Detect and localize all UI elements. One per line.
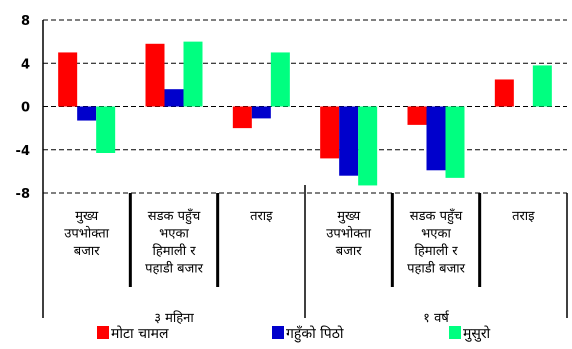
group-label: १ वर्ष: [423, 310, 450, 326]
legend: मोटा चामल गहुँको पिठो मुसुरो: [97, 325, 491, 343]
legend-label: मुसुरो: [463, 325, 491, 342]
gridlines: [43, 19, 567, 194]
category-label: सडक पहुँच: [148, 208, 201, 225]
category-label: उपभोक्ता: [64, 226, 109, 242]
bar: [339, 106, 359, 176]
legend-swatch: [97, 326, 109, 339]
legend-label: मोटा चामल: [111, 325, 169, 342]
legend-label: गहुँको पिठो: [286, 325, 344, 343]
category-label: उपभोक्ता: [326, 226, 371, 242]
category-label: पहाडी बजार: [407, 261, 466, 277]
category-label: बजार: [74, 244, 100, 259]
y-tick-label: -4: [16, 144, 30, 159]
legend-swatch: [272, 326, 284, 339]
category-label: तराइ: [512, 209, 535, 224]
y-tick-label: -8: [16, 187, 30, 202]
axes: [42, 20, 568, 318]
category-label: मुख्य: [75, 209, 98, 224]
group-labels: ३ महिना १ वर्ष: [154, 310, 450, 326]
bar: [164, 89, 184, 107]
y-tick-label: 4: [21, 57, 30, 72]
bar: [445, 106, 465, 178]
category-label: मुख्य: [337, 209, 360, 224]
bar: [183, 41, 203, 107]
category-label: तराइ: [250, 209, 273, 224]
bar: [77, 106, 97, 121]
bars: [58, 41, 552, 186]
category-label: हिमाली र: [152, 243, 196, 259]
bar: [96, 106, 116, 153]
category-label: भएका: [159, 227, 189, 242]
category-label: हिमाली र: [414, 243, 458, 259]
bar: [251, 106, 271, 119]
y-tick-label: 0: [21, 101, 30, 116]
bar: [232, 106, 252, 129]
bar: [58, 52, 78, 107]
bar: [407, 106, 427, 125]
group-label: ३ महिना: [154, 310, 194, 326]
category-label: भएका: [421, 227, 451, 242]
bar: [358, 106, 378, 186]
legend-swatch: [449, 326, 461, 339]
bar: [145, 43, 165, 107]
category-label: पहाडी बजार: [145, 261, 204, 277]
bar: [494, 79, 514, 107]
bar: [532, 65, 552, 107]
bar: [426, 106, 446, 171]
category-label: सडक पहुँच: [410, 208, 463, 225]
category-label: बजार: [336, 244, 362, 259]
bar: [270, 52, 290, 107]
y-tick-label: 8: [21, 14, 30, 29]
y-tick-labels: 8 4 0 -4 -8: [16, 14, 30, 202]
bar: [320, 106, 340, 159]
